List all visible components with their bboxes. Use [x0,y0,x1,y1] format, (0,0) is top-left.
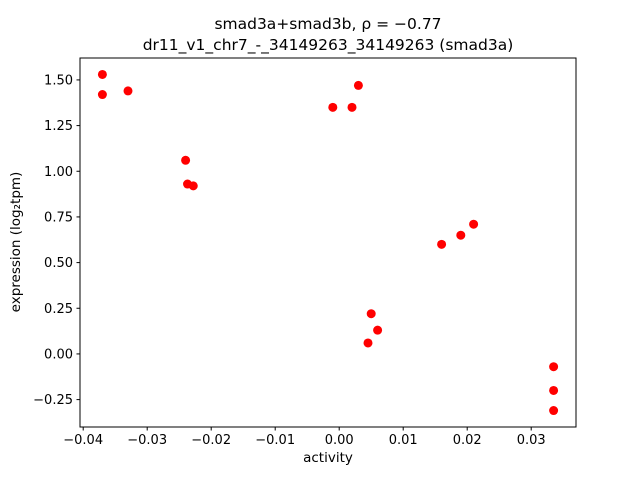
x-tick-label: −0.03 [127,433,167,448]
scatter-point [181,155,191,165]
y-tick-label: 0.75 [44,210,73,225]
chart-title-line2: dr11_v1_chr7_-_34149263_34149263 (smad3a… [143,36,514,55]
scatter-point [456,230,466,240]
x-tick-label: 0.03 [517,433,546,448]
y-tick-label: 0.25 [44,302,73,317]
x-tick-label: 0.02 [453,433,482,448]
y-tick-label: 0.50 [44,256,73,271]
scatter-point [97,69,107,79]
scatter-point [328,102,338,112]
scatter-point [97,90,107,100]
x-tick-label: 0.01 [389,433,418,448]
x-tick-label: −0.02 [191,433,231,448]
scatter-point [549,362,559,372]
scatter-point [353,80,363,90]
plot-area: −0.04 −0.03 −0.02 −0.01 0.00 0.01 0.02 0.03 −0.2… [33,57,577,448]
scatter-point [373,325,383,335]
scatter-point [437,239,447,249]
y-tick-label: 1.50 [44,73,73,88]
x-axis-label: activity [303,450,353,466]
scatter-point [549,406,559,416]
x-tick-label: −0.04 [63,433,103,448]
y-tick-label: 1.25 [44,119,73,134]
y-axis-label: expression (log₂tpm) [8,172,24,313]
scatter-point [123,86,133,96]
scatter-point [347,102,357,112]
scatter-point [188,181,198,191]
scatter-point [363,338,373,348]
y-tick-label: 1.00 [44,165,73,180]
chart-title-line1: smad3a+smad3b, ρ = −0.77 [214,15,441,33]
axes-background [80,58,576,427]
x-tick-label: −0.01 [255,433,295,448]
scatter-point [366,309,376,319]
scatter-point [549,385,559,395]
y-tick-label: −0.25 [33,393,73,408]
y-tick-label: 0.00 [44,347,73,362]
x-tick-label: 0.00 [325,433,354,448]
axes-spines [79,57,577,428]
scatter-point [469,219,479,229]
